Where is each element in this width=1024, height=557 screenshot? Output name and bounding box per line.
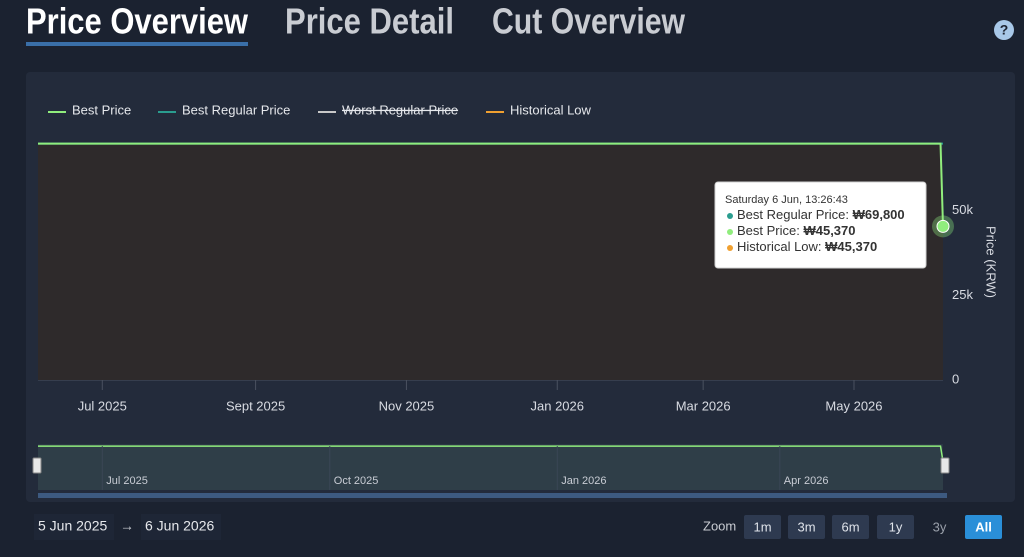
series-line (38, 445, 944, 462)
hover-marker (936, 219, 950, 233)
y-tick-label: 0 (952, 371, 959, 386)
tooltip-value: ₩45,370 (825, 239, 877, 254)
navigator-tick-label: Apr 2026 (784, 475, 829, 487)
zoom-button-label[interactable]: 6m (841, 519, 859, 534)
zoom-button[interactable] (877, 515, 914, 539)
tooltip-value: ₩45,370 (803, 223, 855, 238)
x-tick-label: Sept 2025 (226, 398, 285, 413)
navigator-handle[interactable] (32, 457, 42, 474)
active-tab-underline (26, 42, 248, 46)
tooltip-bullet (727, 229, 733, 235)
tooltip-box (714, 181, 927, 269)
zoom-button-label[interactable]: 3m (797, 519, 815, 534)
tooltip-row: Best Price: ₩45,370 (737, 223, 856, 238)
legend-label[interactable]: Best Price (72, 102, 131, 117)
date-arrow: → (120, 518, 134, 534)
y-axis-title: Price (KRW) (984, 226, 999, 298)
help-text: ? (1000, 22, 1009, 38)
navigator-tick-label: Oct 2025 (334, 475, 379, 487)
zoom-button[interactable] (832, 515, 869, 539)
zoom-button[interactable] (788, 515, 825, 539)
tooltip-row: Best Regular Price: ₩69,800 (737, 207, 905, 222)
date-input-bg[interactable] (141, 514, 221, 540)
navigator-tick-label: Jan 2026 (561, 475, 606, 487)
zoom-button[interactable] (965, 515, 1002, 539)
navigator-handle[interactable] (940, 457, 950, 474)
scrollbar[interactable] (38, 493, 947, 498)
tab[interactable]: Price Detail (285, 1, 454, 42)
tooltip-label: Historical Low: (737, 239, 825, 254)
tooltip-bullet (727, 245, 733, 251)
tooltip-bullet (727, 213, 733, 219)
x-tick-label: May 2026 (825, 398, 882, 413)
tooltip-value: ₩69,800 (853, 207, 905, 222)
area (38, 446, 943, 490)
tooltip-label: Best Price: (737, 223, 803, 238)
x-tick-label: Nov 2025 (379, 398, 435, 413)
legend-label[interactable]: Best Regular Price (182, 102, 290, 117)
series-line (38, 142, 944, 227)
date-to[interactable]: 6 Jun 2026 (145, 518, 214, 534)
y-tick-label: 25k (952, 287, 973, 302)
zoom-button[interactable] (744, 515, 781, 539)
tooltip-label: Best Regular Price: (737, 207, 853, 222)
zoom-button-label[interactable]: All (975, 519, 992, 534)
x-tick-label: Jul 2025 (78, 398, 127, 413)
y-tick-label: 50k (952, 202, 973, 217)
tab[interactable]: Price Overview (26, 1, 249, 42)
navigator-tick-label: Jul 2025 (106, 475, 148, 487)
legend-label[interactable]: Worst Regular Price (342, 102, 458, 117)
x-tick-label: Mar 2026 (676, 398, 731, 413)
tooltip-title: Saturday 6 Jun, 13:26:43 (725, 194, 848, 206)
x-tick-label: Jan 2026 (531, 398, 585, 413)
help-icon[interactable] (994, 20, 1014, 40)
tooltip-row: Historical Low: ₩45,370 (737, 239, 877, 254)
zoom-button-label: 3y (933, 519, 947, 534)
zoom-label: Zoom (703, 518, 736, 533)
date-input-bg[interactable] (34, 514, 114, 540)
date-from[interactable]: 5 Jun 2025 (38, 518, 107, 534)
legend-label[interactable]: Historical Low (510, 102, 592, 117)
zoom-button-label[interactable]: 1y (889, 519, 903, 534)
tab[interactable]: Cut Overview (492, 1, 686, 42)
zoom-button-label[interactable]: 1m (753, 519, 771, 534)
